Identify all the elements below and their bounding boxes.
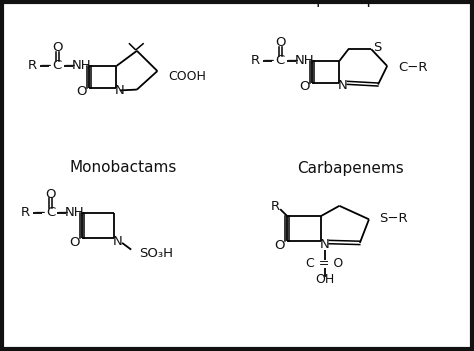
Text: −: − <box>64 59 76 73</box>
Title: Cephalosporin: Cephalosporin <box>296 0 406 7</box>
Text: O: O <box>52 41 63 54</box>
Text: N: N <box>320 238 329 251</box>
Text: C = O: C = O <box>306 257 343 270</box>
Text: O: O <box>45 187 55 200</box>
Title: Carbapenems: Carbapenems <box>297 160 404 176</box>
Text: O: O <box>76 85 86 98</box>
Text: N: N <box>338 79 347 92</box>
Text: −: − <box>40 59 52 73</box>
Text: O: O <box>69 236 80 249</box>
Text: C−R: C−R <box>399 61 428 74</box>
Text: R: R <box>21 206 30 219</box>
Text: NH: NH <box>64 206 84 219</box>
Text: N: N <box>113 235 122 248</box>
Text: NH: NH <box>294 54 314 67</box>
Title: Penicillin: Penicillin <box>90 0 157 7</box>
Text: −: − <box>263 53 275 68</box>
Text: −: − <box>57 205 69 220</box>
Text: R: R <box>251 54 260 67</box>
Text: C: C <box>46 206 55 219</box>
Text: O: O <box>275 36 285 49</box>
Text: O: O <box>274 239 284 252</box>
Text: NH: NH <box>71 59 91 73</box>
Text: OH: OH <box>315 273 334 286</box>
Text: S: S <box>373 41 381 54</box>
Text: −: − <box>287 53 299 68</box>
Text: C: C <box>275 54 285 67</box>
Text: SO₃H: SO₃H <box>139 247 173 260</box>
Text: C: C <box>53 59 62 73</box>
Text: COOH: COOH <box>169 69 207 82</box>
Text: O: O <box>299 80 310 93</box>
Text: N: N <box>115 84 125 97</box>
Text: R: R <box>271 200 280 213</box>
Text: S−R: S−R <box>379 212 408 225</box>
Title: Monobactams: Monobactams <box>70 160 177 176</box>
Text: −: − <box>33 205 45 220</box>
Text: R: R <box>27 59 37 73</box>
